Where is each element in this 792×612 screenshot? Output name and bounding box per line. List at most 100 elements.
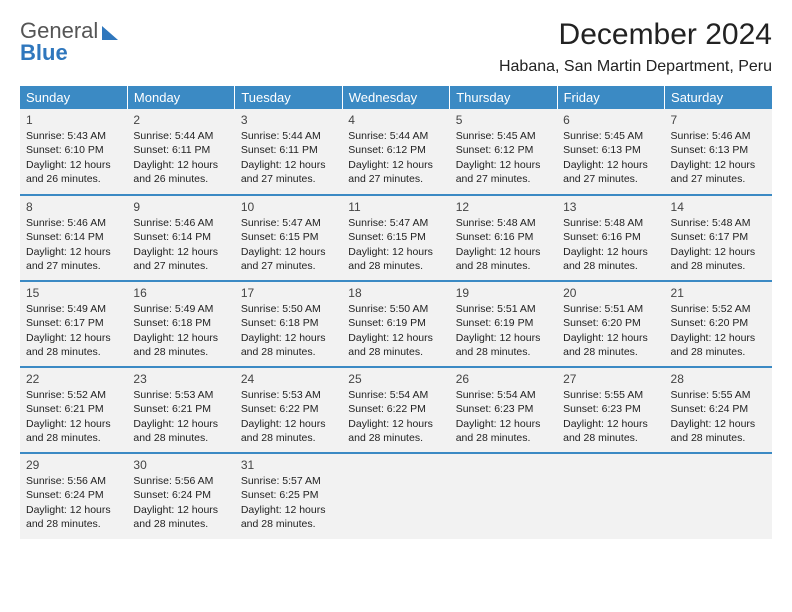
daylight-text: and 28 minutes. bbox=[671, 259, 766, 273]
sunrise-text: Sunrise: 5:45 AM bbox=[563, 129, 658, 143]
calendar-day-cell: 30Sunrise: 5:56 AMSunset: 6:24 PMDayligh… bbox=[127, 453, 234, 539]
day-number: 13 bbox=[563, 199, 658, 215]
calendar-day-cell: 12Sunrise: 5:48 AMSunset: 6:16 PMDayligh… bbox=[450, 195, 557, 281]
daylight-text: and 28 minutes. bbox=[133, 345, 228, 359]
logo-sail-icon bbox=[102, 26, 118, 40]
day-number: 11 bbox=[348, 199, 443, 215]
sunrise-text: Sunrise: 5:51 AM bbox=[563, 302, 658, 316]
calendar-day-cell: 22Sunrise: 5:52 AMSunset: 6:21 PMDayligh… bbox=[20, 367, 127, 453]
sunrise-text: Sunrise: 5:47 AM bbox=[348, 216, 443, 230]
location-text: Habana, San Martin Department, Peru bbox=[499, 58, 772, 76]
sunset-text: Sunset: 6:20 PM bbox=[671, 316, 766, 330]
sunrise-text: Sunrise: 5:43 AM bbox=[26, 129, 121, 143]
daylight-text: and 28 minutes. bbox=[26, 345, 121, 359]
sunrise-text: Sunrise: 5:49 AM bbox=[26, 302, 121, 316]
daylight-text: and 26 minutes. bbox=[133, 172, 228, 186]
daylight-text: Daylight: 12 hours bbox=[671, 417, 766, 431]
sunrise-text: Sunrise: 5:50 AM bbox=[241, 302, 336, 316]
daylight-text: and 27 minutes. bbox=[563, 172, 658, 186]
daylight-text: and 27 minutes. bbox=[348, 172, 443, 186]
sunset-text: Sunset: 6:24 PM bbox=[26, 488, 121, 502]
sunrise-text: Sunrise: 5:45 AM bbox=[456, 129, 551, 143]
daylight-text: Daylight: 12 hours bbox=[241, 503, 336, 517]
day-number: 24 bbox=[241, 371, 336, 387]
sunset-text: Sunset: 6:15 PM bbox=[348, 230, 443, 244]
calendar-day-cell: 29Sunrise: 5:56 AMSunset: 6:24 PMDayligh… bbox=[20, 453, 127, 539]
day-number: 7 bbox=[671, 112, 766, 128]
daylight-text: and 27 minutes. bbox=[456, 172, 551, 186]
sunset-text: Sunset: 6:11 PM bbox=[241, 143, 336, 157]
sunset-text: Sunset: 6:13 PM bbox=[671, 143, 766, 157]
day-number: 19 bbox=[456, 285, 551, 301]
calendar-day-cell: 10Sunrise: 5:47 AMSunset: 6:15 PMDayligh… bbox=[235, 195, 342, 281]
daylight-text: and 28 minutes. bbox=[26, 517, 121, 531]
day-number: 17 bbox=[241, 285, 336, 301]
daylight-text: and 28 minutes. bbox=[26, 431, 121, 445]
day-number: 10 bbox=[241, 199, 336, 215]
calendar-day-cell: 11Sunrise: 5:47 AMSunset: 6:15 PMDayligh… bbox=[342, 195, 449, 281]
sunrise-text: Sunrise: 5:57 AM bbox=[241, 474, 336, 488]
sunset-text: Sunset: 6:17 PM bbox=[26, 316, 121, 330]
daylight-text: Daylight: 12 hours bbox=[563, 245, 658, 259]
sunset-text: Sunset: 6:23 PM bbox=[563, 402, 658, 416]
calendar-day-cell: 25Sunrise: 5:54 AMSunset: 6:22 PMDayligh… bbox=[342, 367, 449, 453]
calendar-day-cell: 21Sunrise: 5:52 AMSunset: 6:20 PMDayligh… bbox=[665, 281, 772, 367]
daylight-text: and 28 minutes. bbox=[456, 259, 551, 273]
sunrise-text: Sunrise: 5:44 AM bbox=[133, 129, 228, 143]
day-number: 20 bbox=[563, 285, 658, 301]
weekday-header: Monday bbox=[127, 86, 234, 109]
daylight-text: Daylight: 12 hours bbox=[671, 331, 766, 345]
daylight-text: and 27 minutes. bbox=[671, 172, 766, 186]
day-number: 22 bbox=[26, 371, 121, 387]
logo: General Blue bbox=[20, 18, 118, 64]
sunrise-text: Sunrise: 5:56 AM bbox=[26, 474, 121, 488]
calendar-day-cell: 7Sunrise: 5:46 AMSunset: 6:13 PMDaylight… bbox=[665, 109, 772, 195]
sunrise-text: Sunrise: 5:46 AM bbox=[133, 216, 228, 230]
daylight-text: and 28 minutes. bbox=[348, 345, 443, 359]
weekday-header: Thursday bbox=[450, 86, 557, 109]
daylight-text: Daylight: 12 hours bbox=[563, 331, 658, 345]
day-number: 28 bbox=[671, 371, 766, 387]
sunset-text: Sunset: 6:19 PM bbox=[348, 316, 443, 330]
day-number: 2 bbox=[133, 112, 228, 128]
sunrise-text: Sunrise: 5:52 AM bbox=[26, 388, 121, 402]
calendar-day-cell: 18Sunrise: 5:50 AMSunset: 6:19 PMDayligh… bbox=[342, 281, 449, 367]
sunrise-text: Sunrise: 5:51 AM bbox=[456, 302, 551, 316]
sunset-text: Sunset: 6:14 PM bbox=[26, 230, 121, 244]
daylight-text: and 28 minutes. bbox=[563, 431, 658, 445]
sunrise-text: Sunrise: 5:46 AM bbox=[26, 216, 121, 230]
daylight-text: Daylight: 12 hours bbox=[671, 158, 766, 172]
weekday-header: Friday bbox=[557, 86, 664, 109]
calendar-day-cell: 20Sunrise: 5:51 AMSunset: 6:20 PMDayligh… bbox=[557, 281, 664, 367]
sunrise-text: Sunrise: 5:44 AM bbox=[241, 129, 336, 143]
sunrise-text: Sunrise: 5:56 AM bbox=[133, 474, 228, 488]
calendar-day-cell: 5Sunrise: 5:45 AMSunset: 6:12 PMDaylight… bbox=[450, 109, 557, 195]
calendar-day-cell: 13Sunrise: 5:48 AMSunset: 6:16 PMDayligh… bbox=[557, 195, 664, 281]
daylight-text: and 28 minutes. bbox=[133, 431, 228, 445]
calendar-day-cell: 27Sunrise: 5:55 AMSunset: 6:23 PMDayligh… bbox=[557, 367, 664, 453]
daylight-text: and 28 minutes. bbox=[133, 517, 228, 531]
calendar-day-cell: 23Sunrise: 5:53 AMSunset: 6:21 PMDayligh… bbox=[127, 367, 234, 453]
day-number: 12 bbox=[456, 199, 551, 215]
sunrise-text: Sunrise: 5:48 AM bbox=[671, 216, 766, 230]
calendar-day-cell bbox=[557, 453, 664, 539]
day-number: 21 bbox=[671, 285, 766, 301]
daylight-text: Daylight: 12 hours bbox=[563, 417, 658, 431]
daylight-text: and 27 minutes. bbox=[26, 259, 121, 273]
calendar-week-row: 29Sunrise: 5:56 AMSunset: 6:24 PMDayligh… bbox=[20, 453, 772, 539]
calendar-day-cell: 4Sunrise: 5:44 AMSunset: 6:12 PMDaylight… bbox=[342, 109, 449, 195]
day-number: 30 bbox=[133, 457, 228, 473]
daylight-text: and 28 minutes. bbox=[456, 345, 551, 359]
daylight-text: Daylight: 12 hours bbox=[133, 503, 228, 517]
calendar-week-row: 22Sunrise: 5:52 AMSunset: 6:21 PMDayligh… bbox=[20, 367, 772, 453]
weekday-header-row: Sunday Monday Tuesday Wednesday Thursday… bbox=[20, 86, 772, 109]
sunset-text: Sunset: 6:12 PM bbox=[348, 143, 443, 157]
weekday-header: Sunday bbox=[20, 86, 127, 109]
sunset-text: Sunset: 6:20 PM bbox=[563, 316, 658, 330]
daylight-text: Daylight: 12 hours bbox=[133, 331, 228, 345]
sunset-text: Sunset: 6:17 PM bbox=[671, 230, 766, 244]
sunset-text: Sunset: 6:25 PM bbox=[241, 488, 336, 502]
daylight-text: Daylight: 12 hours bbox=[241, 417, 336, 431]
sunrise-text: Sunrise: 5:44 AM bbox=[348, 129, 443, 143]
daylight-text: Daylight: 12 hours bbox=[348, 245, 443, 259]
